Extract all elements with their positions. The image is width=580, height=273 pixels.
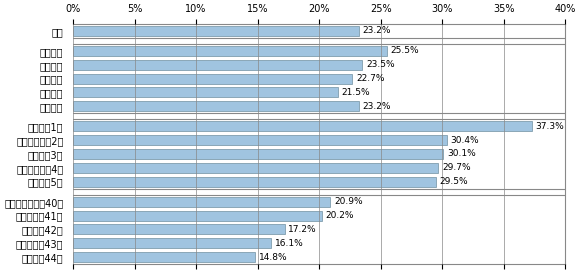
Text: 17.2%: 17.2% [288,225,317,234]
Bar [73,46,387,56]
Text: 20.2%: 20.2% [325,211,354,220]
Bar [73,163,438,173]
Text: 30.4%: 30.4% [451,136,480,145]
Bar [73,101,358,111]
Bar [73,197,330,207]
Text: 29.5%: 29.5% [440,177,468,186]
Bar [73,135,447,145]
Bar [73,252,255,262]
Text: 29.7%: 29.7% [442,163,471,172]
Text: 20.9%: 20.9% [334,197,362,206]
Bar [73,238,271,248]
Bar [73,224,285,234]
Bar [73,121,532,131]
Text: 30.1%: 30.1% [447,149,476,158]
Bar [73,149,443,159]
Text: 23.5%: 23.5% [366,60,394,69]
Text: 23.2%: 23.2% [362,26,391,35]
Text: 14.8%: 14.8% [259,253,288,262]
Text: 23.2%: 23.2% [362,102,391,111]
Bar [73,87,338,97]
Text: 21.5%: 21.5% [341,88,370,97]
Bar [73,73,353,84]
Text: 37.3%: 37.3% [535,122,564,131]
Bar [73,177,436,187]
Bar [73,210,321,221]
Text: 16.1%: 16.1% [275,239,303,248]
Text: 22.7%: 22.7% [356,74,385,83]
Text: 25.5%: 25.5% [390,46,419,55]
Bar [73,26,358,36]
Bar [73,60,362,70]
